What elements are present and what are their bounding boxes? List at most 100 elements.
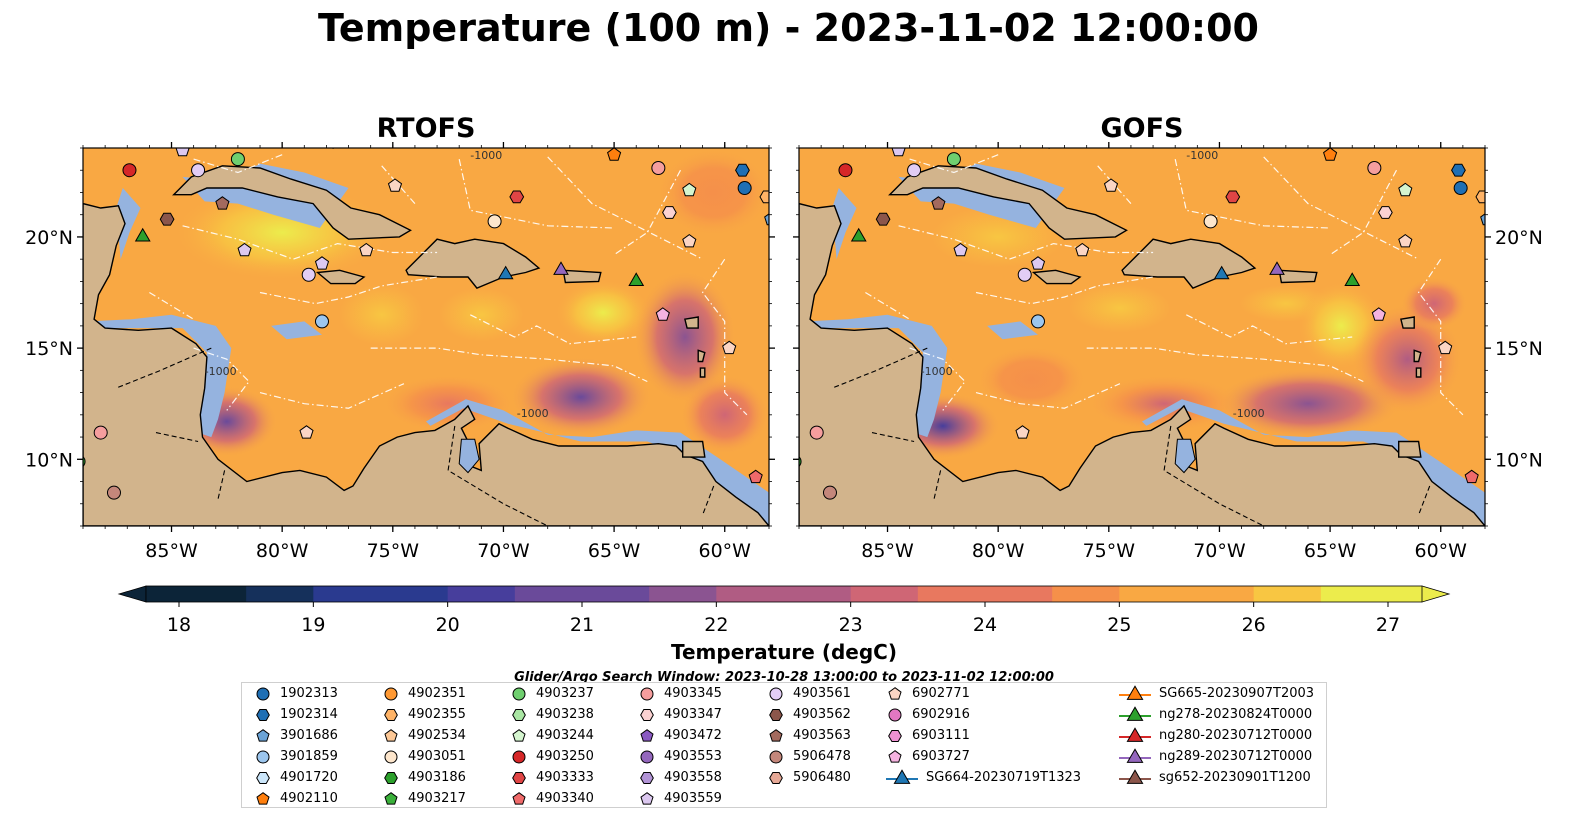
legend-label: 4903472 [664,728,722,743]
colorbar-segment [582,586,650,602]
lat-tick-label: 15°N [25,338,73,360]
colorbar-tick-label: 19 [301,614,325,636]
legend-symbol [888,708,902,721]
legend-marker-icon [1119,768,1151,784]
land-polygon [315,269,366,285]
colorbar: 18 19 20 21 22 23 24 25 26 27 [117,585,1451,636]
eez-boundary [149,291,194,320]
float-marker [1371,307,1386,321]
legend-symbol [384,687,398,700]
legend-item: 4903553 [638,746,722,767]
legend-item: 4903250 [510,746,594,767]
colorbar-frame [145,585,1423,603]
legend-label: 4902355 [408,707,466,722]
float-marker [122,163,137,178]
country-border [155,432,199,443]
legend-label: 4903558 [664,770,722,785]
legend-marker-icon [256,771,270,784]
colorbar-extend-high [1421,585,1451,603]
land-polygon [172,165,412,240]
legend-label: 4903340 [536,791,594,806]
float-marker [822,485,837,500]
colorbar-segment [1320,586,1389,602]
legend-label: SG664-20230719T1323 [926,770,1082,785]
legend-marker-icon [640,728,654,742]
legend-marker-icon [256,728,270,742]
legend-marker-icon [640,750,654,763]
float-marker [497,265,514,280]
float-marker [759,190,769,204]
country-border [702,485,715,516]
legend-marker-icon [384,708,398,721]
legend-label: 6903111 [912,728,970,743]
eez-boundary [701,258,748,416]
land-polygon [1278,269,1318,284]
eez-boundary [1174,158,1331,229]
float-marker [1480,213,1485,226]
float-marker [215,196,230,210]
eez-boundary [1186,314,1353,345]
temperature-anomaly [510,357,652,438]
legend-triangle [1126,684,1144,700]
legend-label: 5906478 [793,749,851,764]
legend-symbol [512,750,526,763]
temperature-anomaly [976,345,1087,413]
legend-item: 4902355 [382,704,466,725]
float-marker [487,214,502,229]
colorbar-segment [179,586,247,602]
lat-tick-label: 20°N [1495,227,1543,249]
legend-marker-icon [384,791,398,805]
land-polygon [83,202,769,526]
shelf-region [116,188,141,260]
legend-item: 4901720 [254,767,338,788]
colorbar-label: Temperature (degC) [671,640,897,664]
colorbar-segment [985,586,1053,602]
temperature-anomaly [680,374,769,455]
lat-tick-label: 10°N [25,449,73,471]
land-polygon [329,148,334,149]
float-marker [931,196,946,210]
land-polygon [799,202,1485,526]
legend-item: 4903238 [510,704,594,725]
legend-symbol [384,791,398,805]
colorbar-segment [380,586,449,602]
legend-label: 4903563 [793,728,851,743]
legend-marker-icon [1119,726,1151,742]
legend-marker-icon [1119,705,1151,721]
legend-symbol [384,728,398,742]
legend-marker-icon [886,768,918,784]
eez-boundary [470,314,637,345]
colorbar-segment [1186,586,1255,602]
temperature-anomaly [1026,263,1213,353]
colorbar-extend-low [117,585,147,603]
bathymetry-contour-label: -1000 [205,365,237,378]
legend-item: ng280-20230712T0000 [1119,725,1312,746]
legend-item: 4903237 [510,683,594,704]
lon-tick-label: 75°W [367,540,420,562]
float-marker [106,485,121,500]
lon-tick-label: 60°W [1415,540,1468,562]
land-polygon [697,349,706,363]
legend-label: SG665-20230907T2003 [1159,686,1315,701]
float-marker [1017,267,1032,282]
legend-triangle [1126,747,1144,763]
lon-tick-label: 80°W [256,540,309,562]
eez-boundary [909,154,999,174]
legend-item: ng278-20230824T0000 [1119,704,1312,725]
temperature-anomaly [403,265,559,364]
legend-marker-icon [256,750,270,763]
legend-item: SG665-20230907T2003 [1119,683,1314,704]
legend-symbol [640,687,654,700]
legend-item: 6903727 [886,746,970,767]
float-marker [809,425,824,440]
legend-marker-icon [1119,684,1151,700]
legend-marker-icon [256,687,270,700]
temperature-anomaly [381,374,515,433]
float-marker [682,233,697,248]
float-marker [237,242,252,257]
legend-symbol [769,771,783,784]
legend-label: sg652-20230901T1200 [1159,770,1311,785]
colorbar-tick-label: 18 [167,614,191,636]
legend-symbol [512,791,526,805]
